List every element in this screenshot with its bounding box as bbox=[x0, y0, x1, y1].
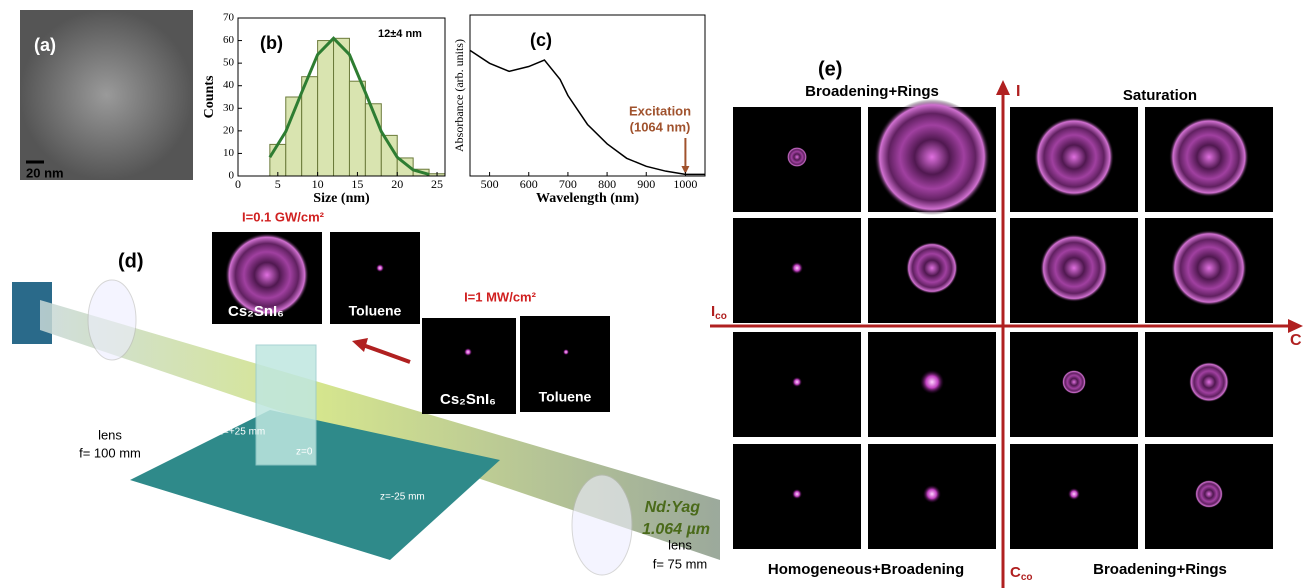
regime-label: Broadening+Rings bbox=[805, 83, 939, 100]
axis-arrow bbox=[1288, 319, 1303, 333]
z-label: z=0 bbox=[296, 447, 313, 458]
pattern-spot bbox=[874, 99, 990, 215]
pattern-spot bbox=[1171, 230, 1247, 306]
axis-arrow bbox=[996, 80, 1010, 95]
pattern-spot bbox=[923, 485, 941, 503]
regime-label: Homogeneous+Broadening bbox=[768, 561, 964, 578]
axis-label: Ico bbox=[711, 303, 727, 322]
y-tick-label: 10 bbox=[223, 147, 235, 159]
pattern-spot bbox=[920, 370, 944, 394]
y-tick-label: 50 bbox=[223, 57, 235, 69]
lens-focal: f= 75 mm bbox=[653, 556, 708, 571]
annotation: Excitation bbox=[629, 103, 691, 118]
y-tick-label: 70 bbox=[223, 12, 235, 24]
laser-wavelength: 1.064 µm bbox=[642, 521, 710, 538]
pattern-spot bbox=[787, 147, 807, 167]
x-tick-label: 0 bbox=[235, 177, 241, 191]
annotation: (1064 nm) bbox=[630, 119, 691, 134]
x-tick-label: 25 bbox=[431, 177, 443, 191]
lens-label: lens bbox=[668, 537, 692, 552]
x-tick-label: 500 bbox=[481, 177, 499, 191]
axis-label: Cco bbox=[1010, 564, 1033, 583]
charts: 12±4 nm 0 5 10 15 20 25 0 10 20 30 40 50 60 70 Size (nm… bbox=[202, 12, 705, 207]
x-tick-label: 15 bbox=[351, 177, 363, 191]
y-tick-label: 20 bbox=[223, 124, 235, 136]
panel-label: (e) bbox=[818, 58, 842, 80]
solvent-label: Toluene bbox=[539, 389, 592, 405]
axis-label: I bbox=[1016, 83, 1020, 100]
inset-spot bbox=[464, 348, 472, 356]
y-tick-label: 60 bbox=[223, 34, 235, 46]
sample-label: Cs₂SnI₆ bbox=[440, 391, 496, 408]
axis-label-sub: co bbox=[1021, 572, 1033, 583]
y-axis-label: Absorbance (arb. units) bbox=[452, 39, 466, 152]
figure: (a) 20 nm (d) I=0.1 GW/cm² Cs₂SnI₆ Tolue… bbox=[0, 0, 1309, 588]
pattern-spot bbox=[1062, 370, 1086, 394]
x-tick-label: 5 bbox=[275, 177, 281, 191]
intensity-label: I=1 MW/cm² bbox=[464, 289, 537, 304]
y-axis-label: Counts bbox=[202, 75, 217, 118]
pattern-spot bbox=[792, 489, 802, 499]
pattern-spot bbox=[1189, 362, 1229, 402]
bar bbox=[334, 38, 350, 176]
z-label: z=+25 mm bbox=[218, 427, 265, 438]
y-tick-label: 0 bbox=[229, 170, 235, 182]
x-tick-label: 20 bbox=[391, 177, 403, 191]
panel-label: (d) bbox=[118, 250, 144, 272]
inset-spot bbox=[376, 264, 384, 272]
axis-label-main: C bbox=[1010, 564, 1021, 581]
x-tick-label: 600 bbox=[520, 177, 538, 191]
bar bbox=[349, 81, 365, 176]
z-label: z=-25 mm bbox=[380, 492, 425, 503]
axis-label-sub: co bbox=[715, 311, 727, 322]
x-tick-label: 1000 bbox=[673, 177, 697, 191]
pattern-spot bbox=[1034, 117, 1114, 197]
pattern-spot bbox=[792, 377, 802, 387]
bar bbox=[270, 144, 286, 176]
y-tick-label: 40 bbox=[223, 79, 235, 91]
x-tick-label: 800 bbox=[598, 177, 616, 191]
x-axis-label: Size (nm) bbox=[313, 191, 370, 206]
pattern-spot bbox=[1040, 234, 1108, 302]
intensity-label: I=0.1 GW/cm² bbox=[242, 209, 325, 224]
regime-label: Saturation bbox=[1123, 87, 1197, 104]
panel-label: (a) bbox=[34, 35, 56, 55]
pattern-spot bbox=[906, 242, 958, 294]
pattern-spot bbox=[1169, 117, 1249, 197]
y-tick-label: 30 bbox=[223, 102, 235, 114]
plot-frame bbox=[470, 15, 705, 176]
x-tick-label: 10 bbox=[312, 177, 324, 191]
x-axis-label: Wavelength (nm) bbox=[536, 191, 639, 206]
axis-label: C bbox=[1290, 332, 1302, 349]
x-tick-label: 700 bbox=[559, 177, 577, 191]
x-tick-label: 900 bbox=[637, 177, 655, 191]
panel-label: (c) bbox=[530, 30, 552, 50]
lens-label: lens bbox=[98, 427, 122, 442]
panel-label: (b) bbox=[260, 33, 283, 53]
bar bbox=[318, 41, 334, 176]
pattern-spot bbox=[1195, 480, 1223, 508]
pattern-spot bbox=[791, 262, 803, 274]
scale-label: 20 nm bbox=[26, 165, 64, 180]
annotation: 12±4 nm bbox=[378, 28, 422, 40]
sample-label: Cs₂SnI₆ bbox=[228, 303, 284, 320]
pattern-spot bbox=[1068, 488, 1080, 500]
laser-label: Nd:Yag bbox=[645, 499, 701, 516]
lens-focal: f= 100 mm bbox=[79, 445, 141, 460]
bar bbox=[302, 77, 318, 176]
solvent-label: Toluene bbox=[349, 303, 402, 319]
inset-spot bbox=[563, 349, 569, 355]
regime-label: Broadening+Rings bbox=[1093, 561, 1227, 578]
